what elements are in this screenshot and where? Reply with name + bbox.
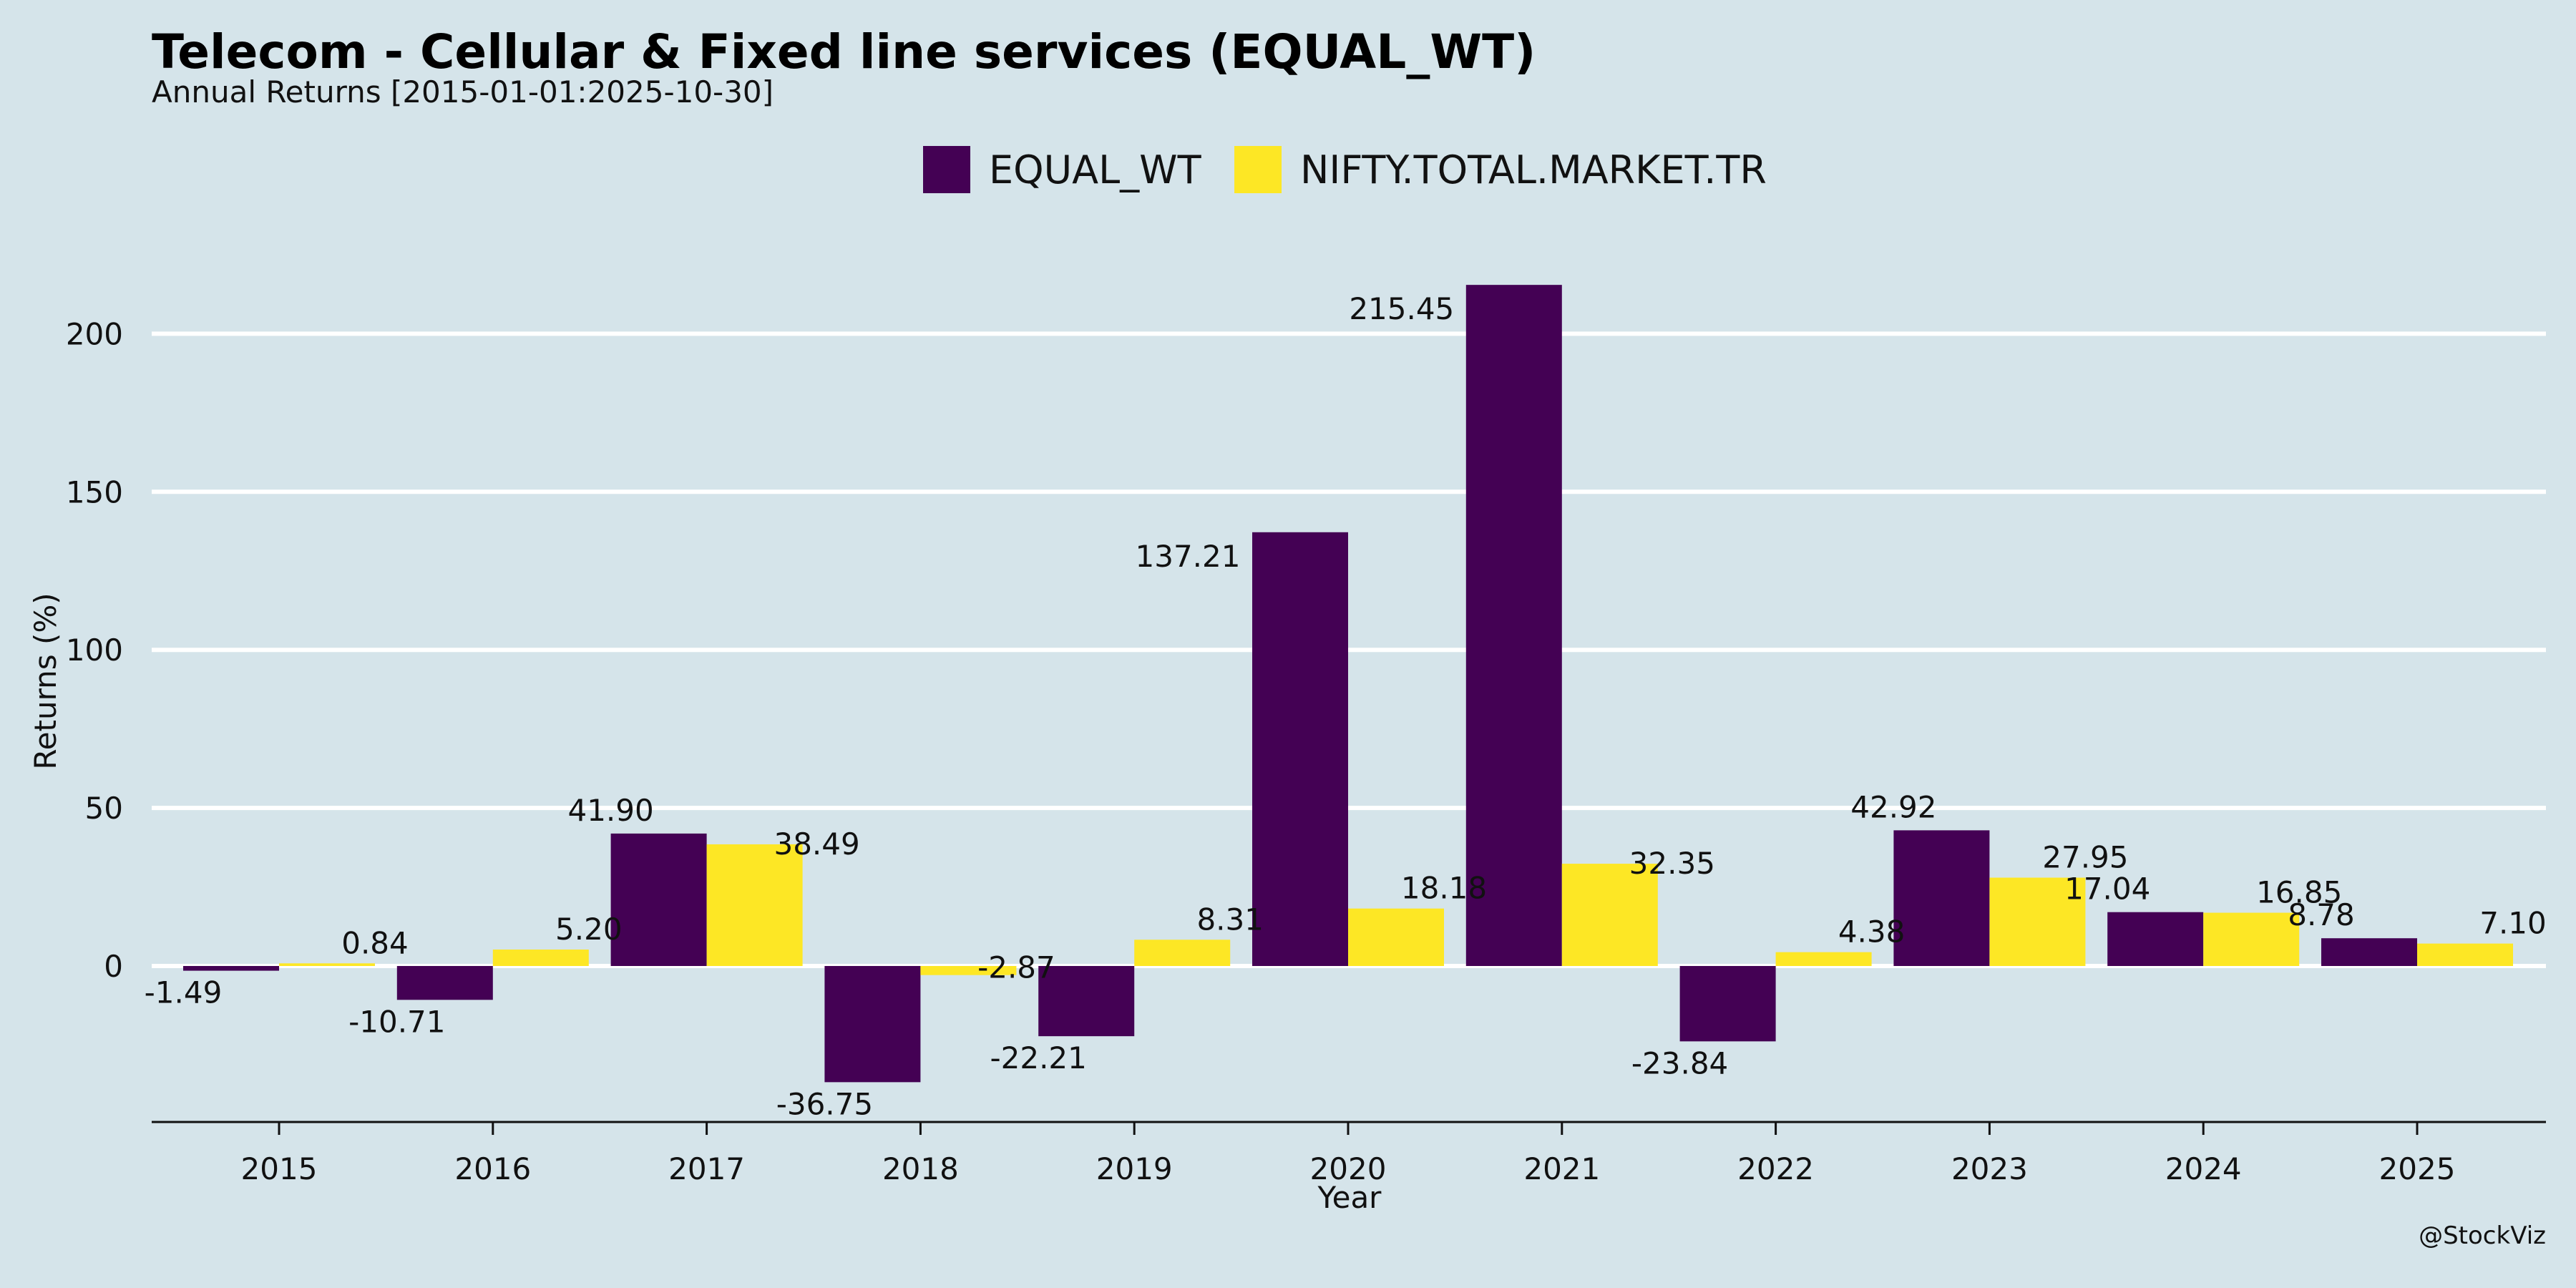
bar-benchmark (1561, 864, 1658, 966)
value-label-equal-wt: 42.92 (1850, 789, 1936, 824)
value-label-equal-wt: -36.75 (776, 1086, 873, 1121)
bar-value-labels: -1.49 0.84 -10.71 5.20 41.90 38.49 -36.75 -2.87… (145, 291, 2547, 1121)
value-label-benchmark: 5.20 (555, 912, 623, 947)
value-label-equal-wt: 8.78 (2288, 897, 2355, 932)
y-tick-label: 0 (104, 949, 123, 984)
x-axis-title: Year (1317, 1180, 1382, 1215)
value-label-benchmark: 7.10 (2479, 906, 2547, 941)
value-label-equal-wt: -10.71 (348, 1004, 445, 1039)
value-label-benchmark: 38.49 (774, 826, 859, 862)
bar-equal-wt (396, 966, 493, 1000)
credit-text: @StockViz (2419, 1221, 2546, 1250)
gridlines (152, 331, 2546, 968)
bar-benchmark (1348, 908, 1444, 966)
bar-benchmark (279, 963, 375, 966)
bar-benchmark (920, 966, 1017, 975)
value-label-equal-wt: 215.45 (1349, 291, 1454, 326)
value-label-equal-wt: -22.21 (990, 1040, 1086, 1075)
value-label-equal-wt: 41.90 (567, 793, 653, 828)
legend-swatch-benchmark (1234, 146, 1282, 193)
bar-equal-wt (1679, 966, 1776, 1042)
bar-equal-wt (824, 966, 921, 1083)
value-label-equal-wt: -23.84 (1631, 1045, 1728, 1080)
x-tick-label: 2024 (2165, 1151, 2242, 1186)
x-tick-label: 2018 (882, 1151, 959, 1186)
x-tick-label: 2017 (668, 1151, 745, 1186)
bar-benchmark (706, 844, 803, 966)
x-tick-label: 2015 (241, 1151, 318, 1186)
y-tick-label: 200 (66, 316, 123, 351)
bar-equal-wt (1252, 532, 1348, 966)
bar-equal-wt (1465, 285, 1562, 966)
y-tick-label: 50 (85, 791, 123, 826)
chart-title: Telecom - Cellular & Fixed line services… (152, 24, 1536, 79)
bar-equal-wt (610, 833, 707, 966)
legend: EQUAL_WT NIFTY.TOTAL.MARKET.TR (923, 146, 1767, 193)
value-label-benchmark: -2.87 (977, 950, 1055, 985)
x-tick-label: 2021 (1523, 1151, 1600, 1186)
value-label-benchmark: 18.18 (1401, 871, 1487, 906)
value-label-benchmark: 16.85 (2256, 875, 2342, 910)
value-label-benchmark: 0.84 (341, 925, 409, 960)
bar-benchmark (2203, 912, 2300, 966)
bar-equal-wt (2321, 938, 2417, 966)
x-tick-label: 2022 (1737, 1151, 1814, 1186)
value-label-equal-wt: -1.49 (145, 975, 223, 1010)
value-label-equal-wt: 137.21 (1136, 539, 1241, 574)
value-label-benchmark: 27.95 (2042, 840, 2128, 875)
x-tick-label: 2025 (2379, 1151, 2456, 1186)
bars (183, 285, 2513, 1083)
bar-equal-wt (1893, 830, 1990, 966)
bar-benchmark (492, 950, 589, 966)
value-label-equal-wt: 17.04 (2064, 872, 2150, 907)
x-tick-label: 2016 (454, 1151, 531, 1186)
x-tick-label: 2019 (1096, 1151, 1173, 1186)
value-label-benchmark: 8.31 (1196, 902, 1264, 937)
bar-equal-wt (183, 966, 279, 971)
x-tick-label: 2020 (1310, 1151, 1387, 1186)
value-label-benchmark: 32.35 (1629, 846, 1715, 881)
bar-benchmark (1775, 952, 1872, 966)
y-tick-label: 100 (66, 633, 123, 668)
y-tick-label: 150 (66, 474, 123, 509)
bar-equal-wt (1038, 966, 1135, 1037)
y-axis-title: Returns (%) (28, 592, 63, 769)
x-tick-label: 2023 (1951, 1151, 2028, 1186)
legend-swatch-equal-wt (923, 146, 970, 193)
value-label-benchmark: 4.38 (1838, 914, 1906, 950)
axes: 0 50 100 150 200 2015 2016 2017 2018 2019 2020 2021… (66, 316, 2546, 1186)
legend-label-equal-wt: EQUAL_WT (989, 147, 1202, 192)
bar-benchmark (1134, 940, 1231, 966)
bar-benchmark (2417, 943, 2513, 966)
legend-label-benchmark: NIFTY.TOTAL.MARKET.TR (1300, 147, 1767, 192)
bar-equal-wt (2107, 912, 2204, 966)
chart-subtitle: Annual Returns [2015-01-01:2025-10-30] (152, 74, 774, 109)
bar-benchmark (1989, 877, 2086, 966)
